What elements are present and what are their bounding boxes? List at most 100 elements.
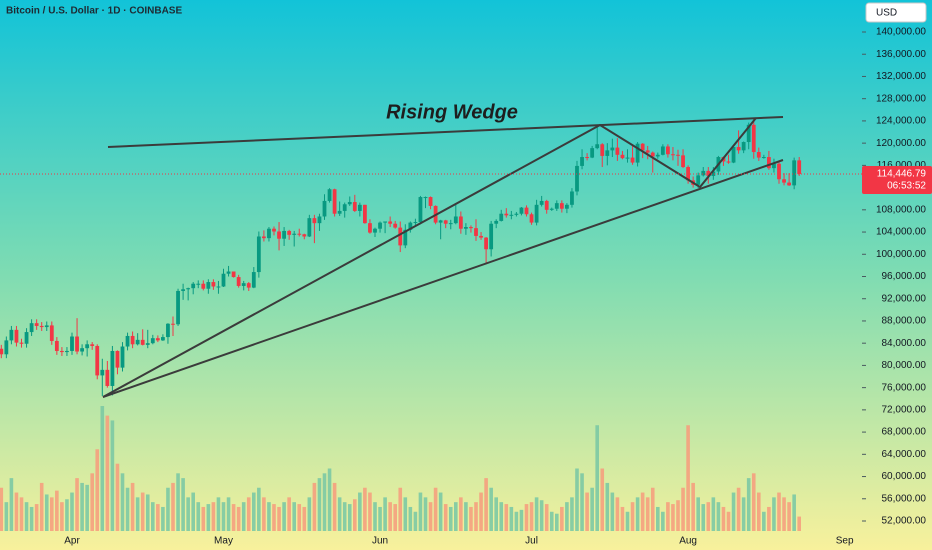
- y-tick-label: 60,000.00: [882, 471, 927, 482]
- volume-bar: [257, 487, 261, 531]
- currency-button[interactable]: [865, 2, 927, 23]
- volume-bar: [206, 504, 211, 531]
- candle-body: [413, 222, 418, 224]
- volume-bar: [231, 504, 236, 531]
- candle-body: [489, 223, 494, 250]
- volume-bar: [630, 502, 635, 531]
- volume-bar: [317, 478, 322, 531]
- volume-bar: [454, 502, 458, 531]
- candle-body: [514, 213, 519, 215]
- volume-bar: [443, 504, 448, 531]
- time-axis: Apr May Jun Jul Aug Sep: [64, 536, 854, 547]
- volume-bar: [565, 502, 569, 531]
- candle-body: [595, 144, 600, 149]
- candle-body: [600, 144, 605, 156]
- volume-bar: [650, 487, 655, 531]
- volume-bar: [746, 478, 751, 531]
- candle-body: [772, 163, 776, 169]
- volume-bar: [413, 511, 418, 531]
- candle-body: [479, 235, 483, 238]
- candle-body: [580, 157, 584, 166]
- candle-body: [90, 344, 95, 346]
- y-tick-label: 80,000.00: [882, 360, 927, 371]
- volume-bar: [777, 492, 781, 531]
- volume-bar: [115, 463, 120, 531]
- candle-body: [206, 282, 211, 289]
- candle-body: [342, 204, 347, 211]
- volume-bar: [120, 473, 125, 531]
- volume-bar: [0, 487, 4, 531]
- candle-body: [110, 350, 115, 386]
- candle-body: [438, 220, 443, 223]
- candle-body: [155, 338, 160, 341]
- candle-body: [130, 335, 135, 345]
- volume-bar: [373, 502, 377, 531]
- candle-body: [529, 214, 534, 223]
- y-tick-label: 108,000.00: [876, 204, 926, 215]
- candle-body: [0, 348, 4, 355]
- volume-bar: [620, 506, 625, 531]
- candle-body: [287, 230, 292, 235]
- volume-bar: [751, 473, 756, 531]
- y-tick-label: 100,000.00: [876, 249, 926, 260]
- candle-body: [403, 229, 408, 246]
- volume-bar: [448, 506, 453, 531]
- volume-bar: [499, 502, 504, 531]
- volume-bar: [65, 499, 69, 531]
- candle-body: [711, 171, 716, 176]
- candle-body: [368, 223, 372, 233]
- candle-body: [590, 148, 595, 158]
- currency-label[interactable]: USD: [876, 8, 897, 19]
- volume-bar: [312, 482, 317, 531]
- candle-body: [166, 323, 170, 338]
- volume-bar: [282, 502, 286, 531]
- volume-bar: [358, 492, 362, 531]
- volume-bar: [135, 497, 140, 531]
- volume-bar: [645, 497, 650, 531]
- candle-body: [671, 154, 675, 156]
- candle-body: [317, 216, 322, 224]
- price-tag-box: [862, 165, 932, 194]
- volume-bar: [600, 468, 605, 531]
- volume-bar: [201, 506, 206, 531]
- candle-body: [297, 233, 302, 235]
- candle-body: [474, 228, 478, 236]
- candle-body: [469, 227, 473, 229]
- volume-bar: [156, 504, 160, 531]
- volume-bar: [772, 497, 776, 531]
- volume-bar: [14, 492, 19, 531]
- candle-body: [307, 218, 312, 237]
- candle-body: [120, 346, 125, 368]
- volume-bar: [615, 497, 620, 531]
- volume-bar: [39, 482, 44, 531]
- y-tick-label: 64,000.00: [882, 449, 927, 460]
- volume-bar: [327, 468, 332, 531]
- candle-body: [428, 197, 433, 206]
- candle-body: [504, 213, 509, 216]
- candle-body: [696, 175, 701, 185]
- y-tick-label: 68,000.00: [882, 427, 927, 438]
- volume-bar: [741, 497, 746, 531]
- volume-bar: [236, 506, 241, 531]
- volume-bar: [55, 490, 59, 531]
- volume-bar: [509, 506, 514, 531]
- candle-body: [24, 332, 29, 344]
- volume-bar: [539, 500, 544, 531]
- candle-body: [251, 272, 256, 288]
- volume-bar: [560, 506, 564, 531]
- candle-body: [787, 182, 791, 186]
- volume-bar: [125, 487, 130, 531]
- candle-body: [80, 348, 84, 352]
- candle-body: [262, 236, 266, 239]
- candle-body: [620, 154, 625, 159]
- volume-bar: [4, 502, 9, 531]
- candle-body: [201, 283, 206, 289]
- volume-bar: [140, 492, 145, 531]
- volume-bar: [731, 492, 736, 531]
- volume-bar: [625, 511, 630, 531]
- volume-bar: [216, 497, 221, 531]
- volume-bar: [681, 487, 685, 531]
- volume-bar: [605, 482, 610, 531]
- candle-body: [559, 203, 564, 209]
- volume-bar: [782, 497, 786, 531]
